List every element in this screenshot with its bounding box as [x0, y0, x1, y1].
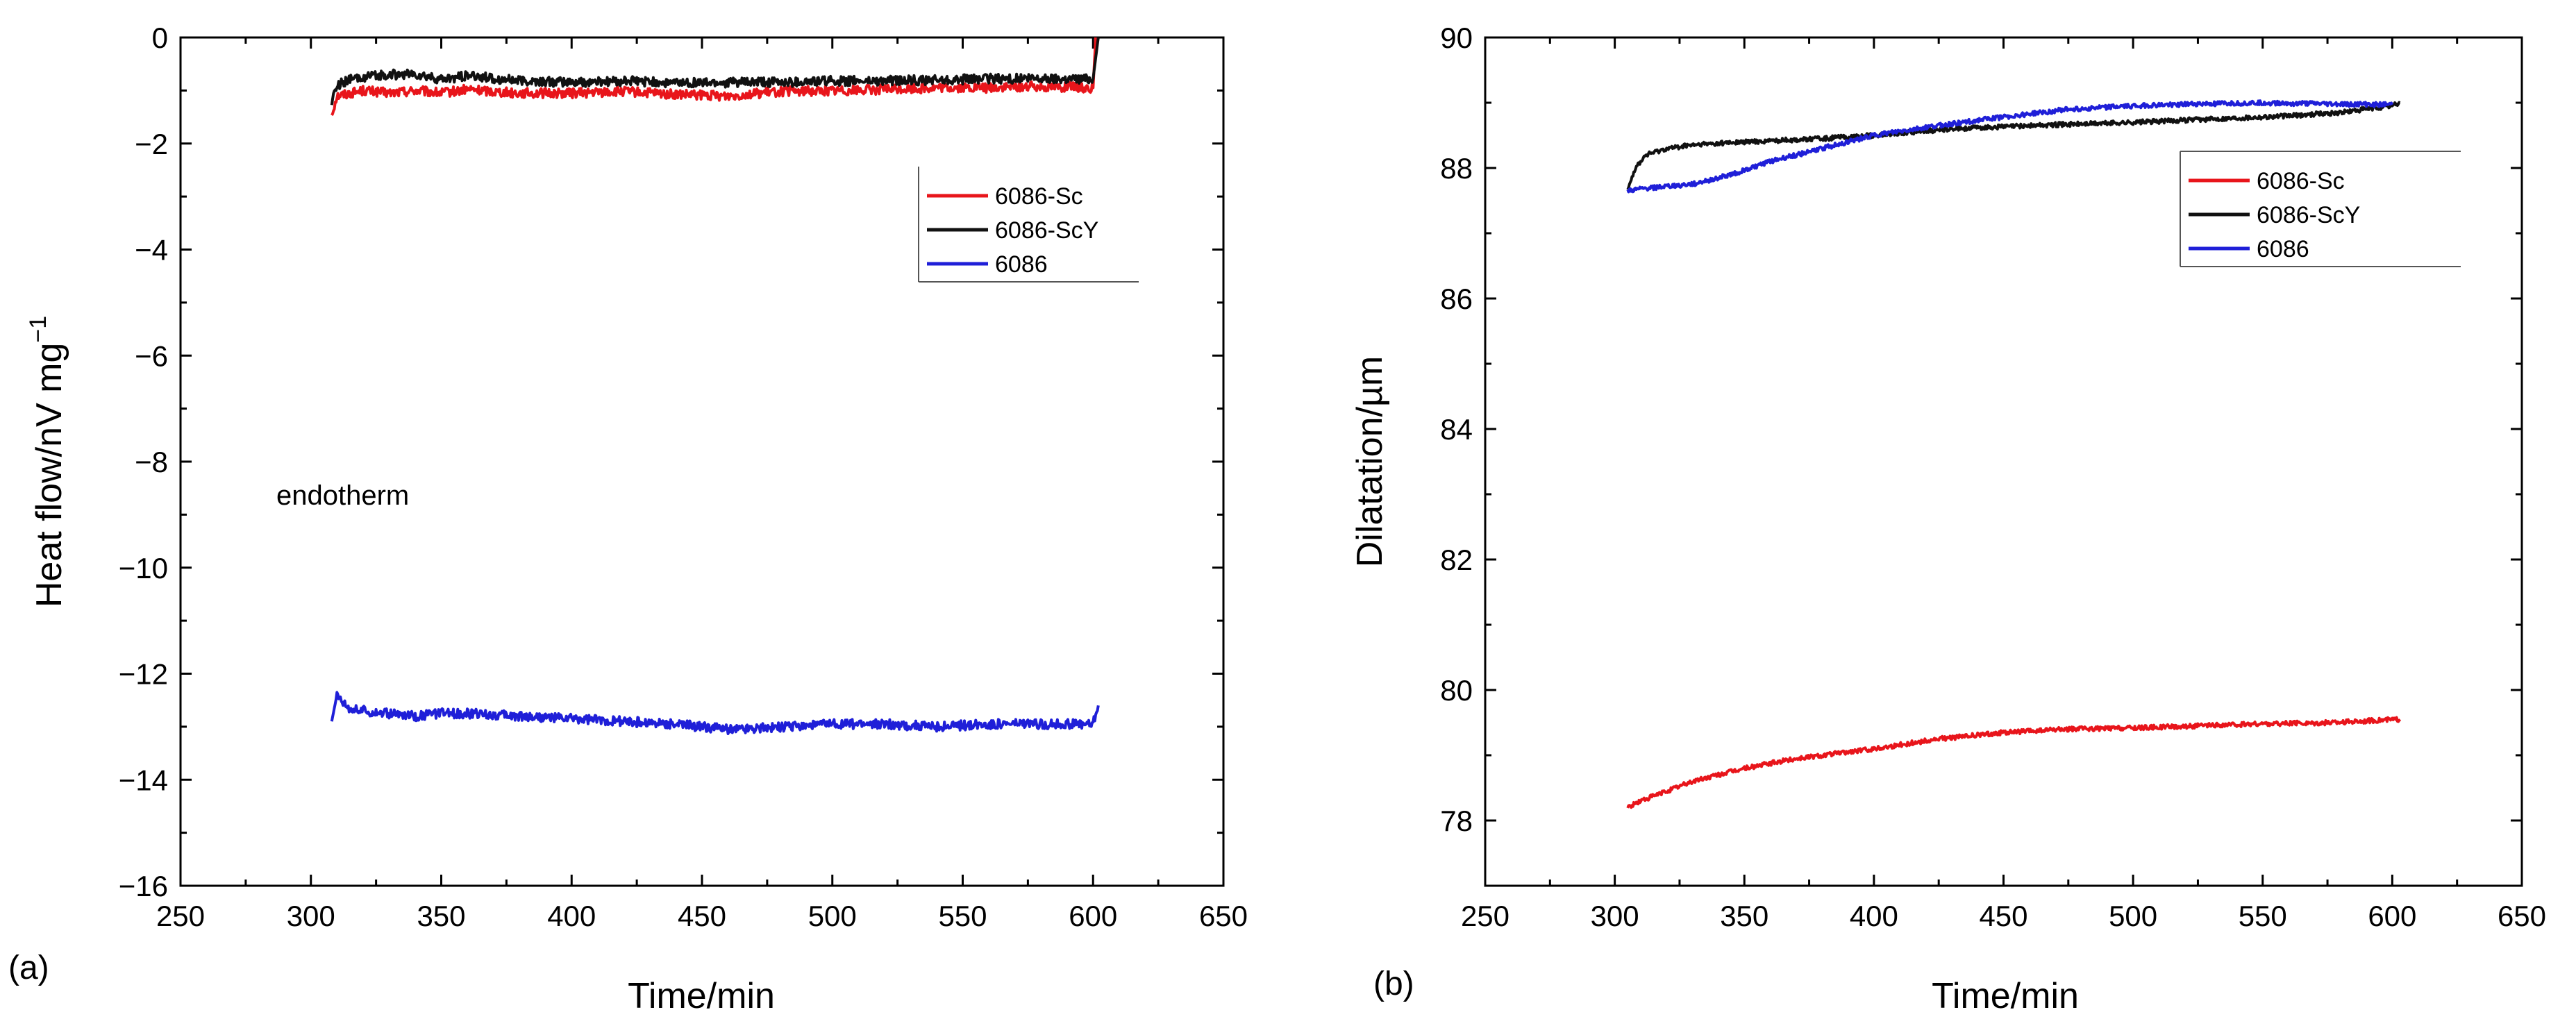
legend-label-a: 6086-Sc: [995, 183, 1083, 210]
series-line-6086-a: [330, 691, 1100, 735]
panel-b-dilatation-chart: 250 300 350 400 450 500 550 600 650 78 80 82 84 86 88 9…: [1350, 22, 2546, 1016]
x-tick-label-b: 650: [2498, 900, 2546, 932]
y-tick-label-a: −16: [119, 870, 168, 902]
legend-label-b: 6086-ScY: [2257, 202, 2360, 228]
y-tick-label-b: 86: [1440, 283, 1473, 315]
y-tick-label-a: −2: [135, 128, 168, 160]
x-tick-label-b: 300: [1591, 900, 1639, 932]
series-line-6086-sc-b: [1626, 716, 2402, 809]
legend-label-a: 6086-ScY: [995, 217, 1098, 244]
annotation-endotherm: endotherm: [276, 480, 409, 511]
legend-label-b: 6086-Sc: [2257, 168, 2345, 194]
x-tick-label-b: 350: [1720, 900, 1768, 932]
y-tick-label-b: 84: [1440, 413, 1473, 446]
y-tick-label-a: −14: [119, 764, 168, 796]
x-axis-title-a: Time/min: [628, 976, 775, 1016]
x-tick-label-b: 400: [1850, 900, 1898, 932]
y-tick-label-a: 0: [152, 22, 168, 54]
y-axis-title-a: Heat flow/nV mg−1: [25, 316, 69, 607]
series-line-6086-sc-a: [331, 37, 1097, 117]
y-tick-label-a: −12: [119, 658, 168, 691]
y-axis-title-main-b: Dilatation/µm: [1350, 356, 1390, 568]
series-line-6086-scy-b: [1626, 101, 2401, 190]
x-tick-label-a: 450: [678, 900, 726, 932]
y-axis-title-superscript-a: −1: [25, 316, 51, 343]
x-tick-label-b: 250: [1461, 900, 1509, 932]
series-line-6086-scy-a: [330, 37, 1100, 106]
panel-label-b: (b): [1373, 966, 1414, 1002]
x-tick-label-a: 250: [156, 900, 205, 932]
y-axis-title-main-a: Heat flow/nV mg: [29, 343, 69, 608]
series-line-6086-b: [1626, 99, 2394, 194]
x-tick-label-b: 450: [1979, 900, 2027, 932]
y-tick-label-b: 80: [1440, 674, 1473, 707]
x-tick-label-a: 400: [547, 900, 596, 932]
x-axis-title-b: Time/min: [1932, 976, 2079, 1016]
x-tick-label-b: 500: [2109, 900, 2157, 932]
x-tick-label-a: 550: [938, 900, 987, 932]
y-tick-label-a: −8: [135, 446, 168, 478]
y-axis-title-b: Dilatation/µm: [1350, 356, 1390, 568]
x-tick-label-a: 600: [1069, 900, 1117, 932]
y-tick-label-a: −4: [135, 234, 168, 267]
y-tick-label-a: −10: [119, 552, 168, 584]
plot-frame-a: [179, 36, 1225, 887]
x-tick-label-a: 650: [1199, 900, 1248, 932]
legend-label-b: 6086: [2257, 236, 2309, 262]
y-tick-label-b: 88: [1440, 152, 1473, 185]
y-tick-label-b: 78: [1440, 805, 1473, 837]
y-tick-label-b: 90: [1440, 22, 1473, 54]
x-tick-label-b: 550: [2239, 900, 2287, 932]
y-tick-label-a: −6: [135, 339, 168, 372]
legend-label-a: 6086: [995, 251, 1048, 278]
x-tick-label-b: 600: [2368, 900, 2416, 932]
x-tick-label-a: 350: [417, 900, 465, 932]
panel-label-a: (a): [8, 950, 49, 986]
x-tick-label-a: 500: [808, 900, 857, 932]
x-tick-label-a: 300: [287, 900, 335, 932]
y-tick-label-b: 82: [1440, 544, 1473, 576]
panel-a-heat-flow-chart: 250 300 350 400 450 500 550 600 650 0 −2 −4 −6 −8 −10 −…: [8, 22, 1248, 1016]
